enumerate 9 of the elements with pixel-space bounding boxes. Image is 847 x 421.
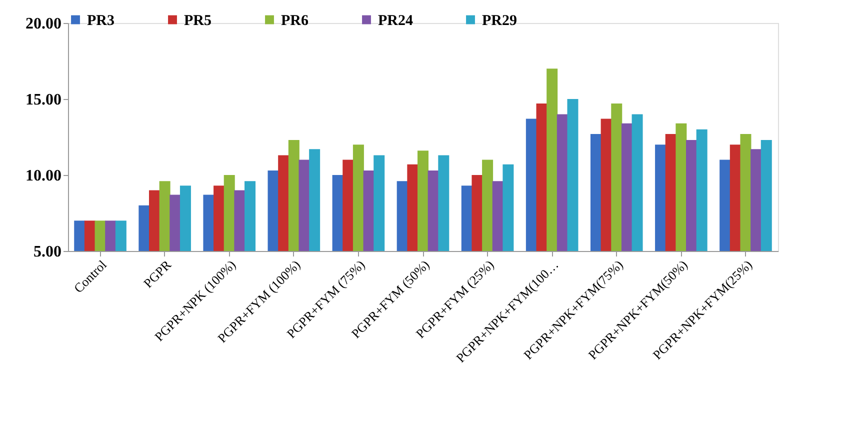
- y-tick-label: 5.00: [34, 244, 62, 260]
- y-tick-label: 15.00: [26, 92, 62, 108]
- legend-label: PR3: [87, 12, 114, 29]
- y-tick-label: 10.00: [26, 168, 62, 184]
- legend-label: PR24: [378, 12, 414, 29]
- legend-label: PR5: [184, 12, 212, 29]
- legend-label: PR29: [482, 12, 517, 29]
- legend-label: PR6: [281, 12, 309, 29]
- y-tick-label: 20.00: [26, 16, 62, 32]
